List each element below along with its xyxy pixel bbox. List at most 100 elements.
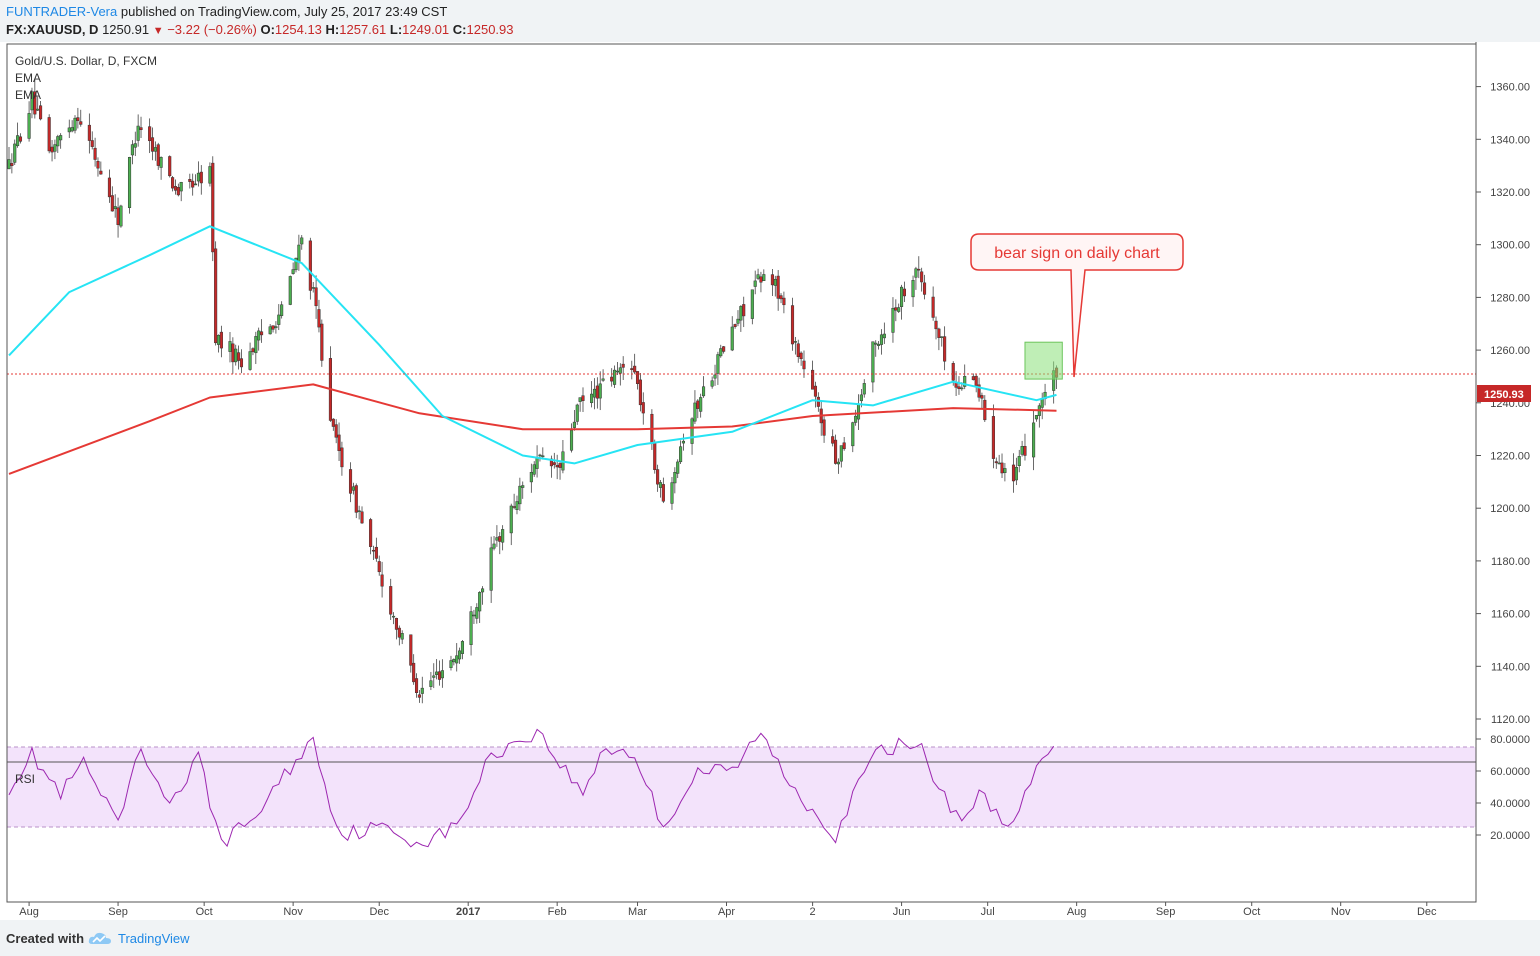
candle-body xyxy=(153,147,157,152)
publish-line: FUNTRADER-Vera published on TradingView.… xyxy=(6,4,447,19)
symbol: FX:XAUUSD, D xyxy=(6,22,99,37)
candle-body xyxy=(429,680,433,687)
candle-body xyxy=(420,687,424,694)
price-tick-label: 1260.00 xyxy=(1490,345,1530,357)
x-tick-label: Sep xyxy=(108,906,128,918)
candle-body xyxy=(455,655,459,664)
ema-lines xyxy=(8,225,1057,475)
candle-body xyxy=(756,274,760,279)
candle-body xyxy=(414,678,419,693)
candle-body xyxy=(294,257,298,271)
candle-body xyxy=(569,430,574,451)
candle-body xyxy=(793,341,797,343)
candle-body xyxy=(891,307,895,333)
candle-body xyxy=(739,306,743,321)
candle-body xyxy=(268,326,272,335)
candle-body xyxy=(871,341,875,383)
candle-body xyxy=(173,186,178,191)
candle-body xyxy=(59,135,63,141)
candle-body xyxy=(133,143,137,148)
published-text: published on TradingView.com, July 25, 2… xyxy=(120,4,448,19)
candle-body xyxy=(590,393,594,404)
candle-body xyxy=(641,402,645,414)
price-tick-label: 1300.00 xyxy=(1490,240,1530,252)
candle-body xyxy=(127,157,132,208)
candle-body xyxy=(469,611,473,645)
candle-body xyxy=(656,469,660,485)
x-tick-label: 2 xyxy=(810,906,816,918)
candle-body xyxy=(931,296,935,318)
annotation-callout[interactable]: bear sign on daily chart xyxy=(970,233,1184,378)
tradingview-link[interactable]: TradingView xyxy=(118,931,190,946)
candle-body xyxy=(360,511,364,524)
candle-body xyxy=(73,117,77,131)
candle-body xyxy=(722,346,726,352)
quote-line: FX:XAUUSD, D 1250.91 ▼ −3.22 (−0.26%) O:… xyxy=(6,22,514,37)
candle-body xyxy=(337,434,341,452)
candle-body xyxy=(300,237,304,245)
candle-body xyxy=(498,536,502,542)
candle-body xyxy=(541,455,545,458)
candle-body xyxy=(615,370,619,373)
candle-body xyxy=(900,286,904,307)
candle-body xyxy=(991,416,995,459)
candle-body xyxy=(377,561,381,573)
candle-body xyxy=(392,615,396,618)
candle-body xyxy=(171,177,175,189)
candle-body xyxy=(458,650,462,660)
candle-body xyxy=(30,91,34,111)
candle-body xyxy=(917,268,921,271)
candle-body xyxy=(412,662,416,683)
candle-body xyxy=(334,424,338,438)
candle-body xyxy=(231,343,235,363)
candle-body xyxy=(575,404,579,422)
candle-body xyxy=(851,422,855,447)
low-value: 1249.01 xyxy=(402,22,450,37)
x-tick-label: Nov xyxy=(1331,906,1351,918)
candle-body xyxy=(417,694,421,698)
candle-body xyxy=(214,248,218,344)
open-value: 1254.13 xyxy=(274,22,322,37)
candle-body xyxy=(1011,464,1016,482)
candle-body xyxy=(776,275,780,299)
rsi-tick-label: 60.0000 xyxy=(1490,766,1530,778)
candle-body xyxy=(188,179,192,182)
candle-body xyxy=(690,418,694,444)
price-tick-label: 1360.00 xyxy=(1490,82,1530,94)
candle-body xyxy=(449,660,453,668)
last-price-tag: 1250.93 xyxy=(1477,385,1531,402)
candle-body xyxy=(369,519,373,547)
x-tick-label: Mar xyxy=(628,906,647,918)
candle-body xyxy=(943,336,947,362)
candle-body xyxy=(18,136,23,142)
candle-body xyxy=(633,365,637,373)
legend-title: Gold/U.S. Dollar, D, FXCM xyxy=(15,54,157,68)
candle-body xyxy=(613,369,617,385)
candle-body xyxy=(816,396,820,407)
candle-body xyxy=(1003,468,1007,473)
candle-body xyxy=(914,268,918,278)
candle-body xyxy=(150,137,155,152)
candle-body xyxy=(518,485,522,505)
price-tag-text: 1250.93 xyxy=(1484,389,1524,401)
candle-body xyxy=(515,501,519,510)
candle-body xyxy=(472,614,476,617)
x-tick-label: 2017 xyxy=(456,906,480,918)
chart-area[interactable]: 1380.001360.001340.001320.001300.001280.… xyxy=(0,42,1540,920)
price-change: −3.22 (−0.26%) xyxy=(167,22,257,37)
candle-body xyxy=(389,586,393,615)
candle-body xyxy=(957,386,961,390)
candle-body xyxy=(280,304,284,316)
candle-body xyxy=(618,367,622,374)
candle-body xyxy=(113,206,117,210)
candle-body xyxy=(179,181,183,192)
candle-body xyxy=(836,461,840,465)
candle-body xyxy=(658,482,663,488)
author-link[interactable]: FUNTRADER-Vera xyxy=(6,4,118,19)
candle-body xyxy=(199,171,203,184)
candle-body xyxy=(862,383,866,395)
price-tick-label: 1200.00 xyxy=(1490,503,1530,515)
candle-body xyxy=(16,135,20,147)
candle-body xyxy=(983,399,987,421)
candle-body xyxy=(93,147,97,160)
